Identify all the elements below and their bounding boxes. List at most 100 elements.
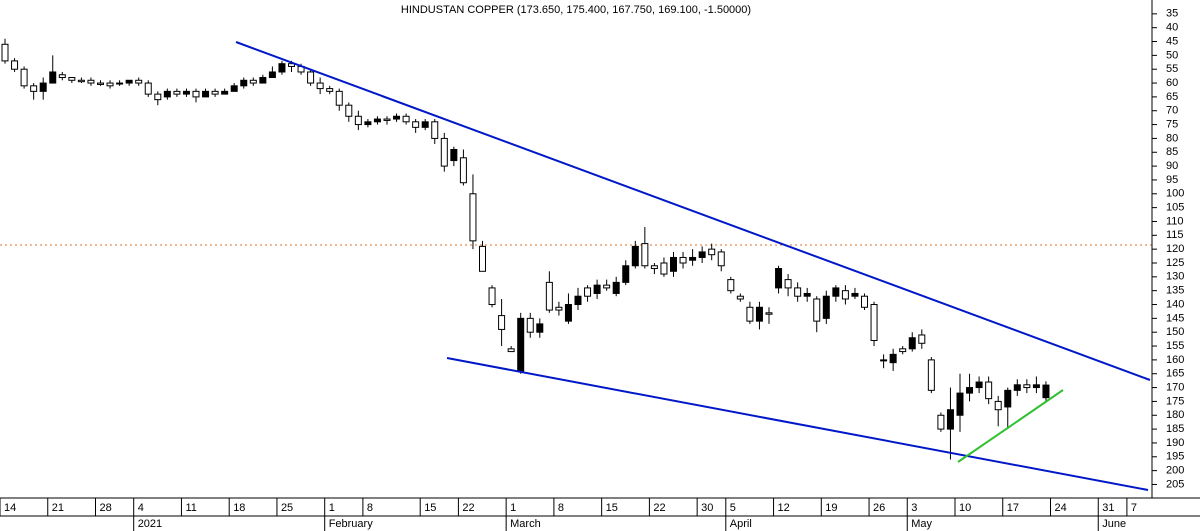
candle-body bbox=[421, 121, 429, 128]
y-tick-label: 65 bbox=[1166, 91, 1178, 103]
candle-body bbox=[393, 115, 401, 120]
candle-body bbox=[966, 387, 974, 394]
candle-body bbox=[622, 265, 630, 283]
candle-body bbox=[861, 295, 868, 308]
y-tick-label: 205 bbox=[1166, 478, 1184, 490]
candle-body bbox=[813, 298, 821, 322]
month-label: April bbox=[730, 518, 752, 530]
y-tick-label: 185 bbox=[1166, 423, 1184, 435]
candle-body bbox=[937, 414, 945, 430]
candle-body bbox=[373, 118, 381, 123]
candle-body bbox=[192, 90, 200, 98]
x-tick-label: 22 bbox=[653, 502, 665, 514]
support-trendline bbox=[957, 389, 1064, 463]
candle-body bbox=[746, 306, 754, 322]
candle-body bbox=[584, 287, 592, 297]
upper-trendline bbox=[235, 41, 1151, 381]
x-tick-label: 21 bbox=[52, 502, 64, 514]
candle-body bbox=[11, 60, 19, 70]
candle-body bbox=[765, 312, 773, 315]
candle-body bbox=[431, 121, 439, 139]
y-tick-label: 155 bbox=[1166, 340, 1184, 352]
candle-body bbox=[345, 104, 353, 117]
candle-body bbox=[994, 400, 1002, 411]
y-tick-label: 130 bbox=[1166, 271, 1184, 283]
y-tick-label: 125 bbox=[1166, 257, 1184, 269]
candle-body bbox=[536, 323, 544, 333]
candle-body bbox=[670, 256, 677, 272]
month-label: March bbox=[510, 518, 541, 530]
candle-body bbox=[851, 292, 859, 297]
y-tick-label: 170 bbox=[1166, 381, 1184, 393]
candle-body bbox=[1032, 384, 1040, 389]
x-tick-label: 5 bbox=[730, 502, 736, 514]
candle-body bbox=[240, 79, 248, 87]
y-tick-label: 175 bbox=[1166, 395, 1184, 407]
y-tick-label: 45 bbox=[1166, 35, 1178, 47]
y-tick-label: 50 bbox=[1166, 49, 1178, 61]
y-tick-label: 200 bbox=[1166, 465, 1184, 477]
candle-body bbox=[832, 287, 840, 297]
candle-body bbox=[841, 290, 849, 300]
y-tick-label: 100 bbox=[1166, 188, 1184, 200]
candle-body bbox=[985, 381, 993, 400]
y-tick-label: 105 bbox=[1166, 202, 1184, 214]
candle-body bbox=[488, 287, 496, 306]
x-tick-label: 8 bbox=[558, 502, 564, 514]
y-tick-label: 150 bbox=[1166, 326, 1184, 338]
candle-body bbox=[650, 265, 658, 270]
candle-body bbox=[221, 90, 229, 95]
candle-body bbox=[593, 284, 601, 294]
y-tick-label: 120 bbox=[1166, 243, 1184, 255]
y-tick-label: 180 bbox=[1166, 409, 1184, 421]
x-tick-label: 1 bbox=[510, 502, 516, 514]
x-tick-label: 18 bbox=[233, 502, 245, 514]
candle-body bbox=[784, 279, 792, 289]
x-tick-label: 24 bbox=[1055, 502, 1067, 514]
y-tick-label: 75 bbox=[1166, 118, 1178, 130]
candle-body bbox=[1, 43, 9, 62]
candle-body bbox=[736, 295, 744, 300]
x-tick-label: 10 bbox=[959, 502, 971, 514]
candle-body bbox=[755, 306, 763, 322]
candle-body bbox=[727, 279, 735, 292]
x-tick-label: 12 bbox=[778, 502, 790, 514]
candle-body bbox=[154, 93, 162, 101]
candle-body bbox=[469, 193, 477, 242]
candle-body bbox=[555, 306, 563, 311]
x-tick-label: 8 bbox=[367, 502, 373, 514]
candle-body bbox=[211, 90, 219, 95]
month-label: 2021 bbox=[138, 518, 162, 530]
x-tick-label: 11 bbox=[185, 502, 196, 514]
candle-body bbox=[1042, 384, 1050, 399]
candle-body bbox=[307, 71, 315, 84]
month-label: May bbox=[911, 518, 932, 530]
y-tick-label: 190 bbox=[1166, 437, 1184, 449]
candle-body bbox=[708, 248, 716, 256]
candle-body bbox=[564, 304, 572, 322]
candle-body bbox=[106, 82, 114, 87]
x-tick-label: 17 bbox=[1007, 502, 1019, 514]
candle-body bbox=[975, 381, 983, 389]
x-tick-label: 26 bbox=[873, 502, 885, 514]
candle-body bbox=[927, 359, 935, 391]
candle-body bbox=[354, 115, 362, 126]
candle-body bbox=[49, 71, 57, 84]
y-tick-label: 165 bbox=[1166, 368, 1184, 380]
x-tick-label: 15 bbox=[606, 502, 618, 514]
candle-body bbox=[603, 284, 611, 289]
y-tick-label: 55 bbox=[1166, 63, 1178, 75]
candle-body bbox=[259, 77, 267, 84]
candle-body bbox=[517, 317, 525, 372]
x-tick-label: 3 bbox=[911, 502, 917, 514]
x-tick-label: 19 bbox=[825, 502, 837, 514]
x-tick-label: 28 bbox=[100, 502, 112, 514]
candle-body bbox=[459, 157, 467, 184]
candle-body bbox=[173, 90, 181, 95]
y-tick-label: 70 bbox=[1166, 105, 1178, 117]
x-tick-label: 4 bbox=[138, 502, 144, 514]
candle-body bbox=[698, 251, 706, 258]
candle-body bbox=[545, 281, 553, 311]
candle-body bbox=[364, 121, 372, 126]
